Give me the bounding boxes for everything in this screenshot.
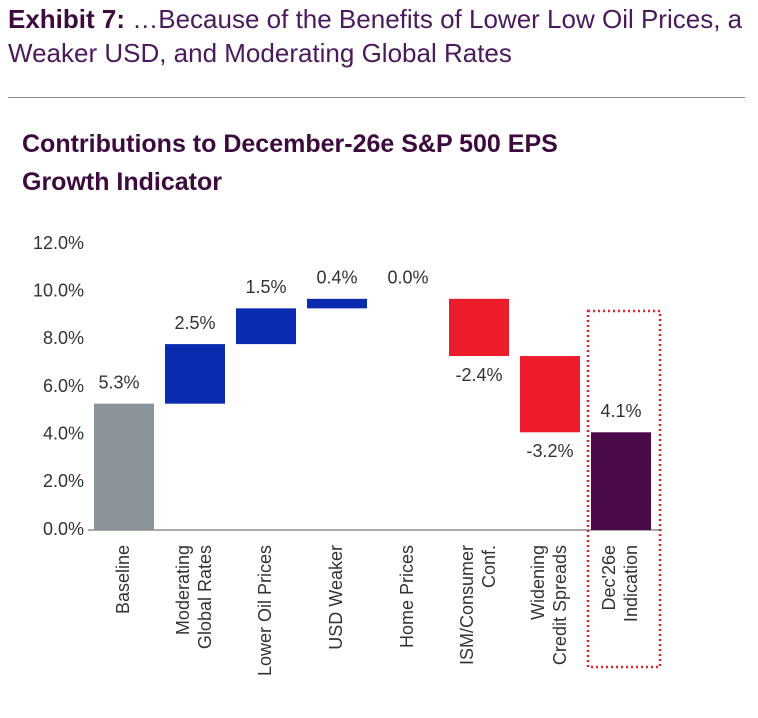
value-label: 0.0% (387, 268, 428, 288)
value-label: -3.2% (526, 441, 573, 461)
chart-title: Contributions to December-26e S&P 500 EP… (22, 130, 558, 196)
x-tick-label: USD Weaker (326, 545, 346, 650)
value-label: 0.4% (316, 268, 357, 288)
value-label: -2.4% (455, 365, 502, 385)
y-tick-label: 8.0% (43, 328, 84, 348)
bar (165, 344, 225, 404)
bar (520, 356, 580, 433)
x-tick-label: Baseline (113, 545, 133, 614)
y-tick-label: 4.0% (43, 423, 84, 443)
x-tick-label: Global Rates (195, 545, 215, 649)
bar (449, 298, 509, 357)
x-tick-label: Credit Spreads (550, 545, 570, 665)
header: Exhibit 7: …Because of the Benefits of L… (8, 2, 748, 70)
highlight-box (586, 309, 662, 669)
y-tick-label: 12.0% (33, 233, 84, 253)
bar (307, 298, 367, 309)
y-tick-label: 10.0% (33, 280, 84, 300)
divider (8, 97, 745, 98)
bar (236, 308, 296, 345)
exhibit-label: Exhibit 7: (8, 4, 126, 34)
x-tick-label: Home Prices (397, 545, 417, 648)
value-label: 2.5% (174, 313, 215, 333)
x-tick-label: Conf. (479, 545, 499, 588)
x-tick-label: Moderating (173, 545, 193, 635)
bar (94, 403, 154, 530)
x-tick-label: Dec'26e (599, 545, 619, 610)
x-tick-label: ISM/Consumer (457, 545, 477, 665)
x-tick-label: Widening (528, 545, 548, 620)
x-tick-label: Indication (621, 545, 641, 622)
value-label: 4.1% (600, 401, 641, 421)
y-tick-label: 6.0% (43, 376, 84, 396)
bar (591, 432, 651, 530)
header-title: …Because of the Benefits of Lower Low Oi… (8, 4, 743, 68)
y-tick-label: 2.0% (43, 471, 84, 491)
x-tick-label: Lower Oil Prices (255, 545, 275, 676)
y-tick-label: 0.0% (43, 519, 84, 539)
value-label: 5.3% (98, 372, 139, 392)
value-label: 1.5% (245, 277, 286, 297)
